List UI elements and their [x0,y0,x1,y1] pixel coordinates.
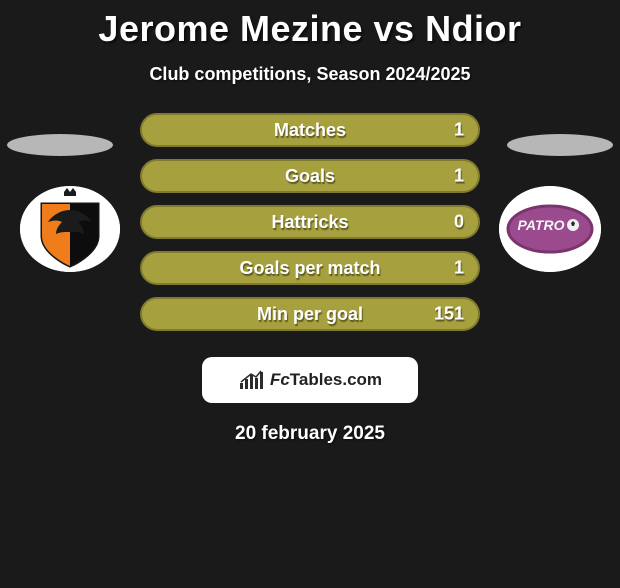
stat-row-min-per-goal: Min per goal 151 [140,297,480,331]
brand-text: FcTables.com [270,370,382,390]
stat-row-hattricks: Hattricks 0 [140,205,480,239]
page-title: Jerome Mezine vs Ndior [0,8,620,50]
stat-label: Min per goal [257,304,363,325]
club-badge-left [20,186,120,272]
crest-left-icon [20,186,120,272]
stat-value: 151 [434,304,464,325]
player-disc-right [507,134,613,156]
stat-row-goals: Goals 1 [140,159,480,193]
stat-label: Goals [285,166,335,187]
stat-value: 1 [454,258,464,279]
stat-label: Matches [274,120,346,141]
stat-label: Goals per match [239,258,380,279]
stat-row-matches: Matches 1 [140,113,480,147]
crest-right-icon: PATRO [499,186,601,272]
club-badge-right: PATRO [499,186,601,272]
stat-value: 1 [454,166,464,187]
player-disc-left [7,134,113,156]
footer-date: 20 february 2025 [0,423,620,445]
svg-text:PATRO: PATRO [518,217,565,233]
bar-chart-icon [238,369,266,391]
stats-table: Matches 1 Goals 1 Hattricks 0 Goals per … [140,113,480,331]
stat-row-goals-per-match: Goals per match 1 [140,251,480,285]
stat-label: Hattricks [271,212,348,233]
stat-value: 1 [454,120,464,141]
stat-value: 0 [454,212,464,233]
footer-brand-badge[interactable]: FcTables.com [202,357,418,403]
page-subtitle: Club competitions, Season 2024/2025 [0,64,620,85]
